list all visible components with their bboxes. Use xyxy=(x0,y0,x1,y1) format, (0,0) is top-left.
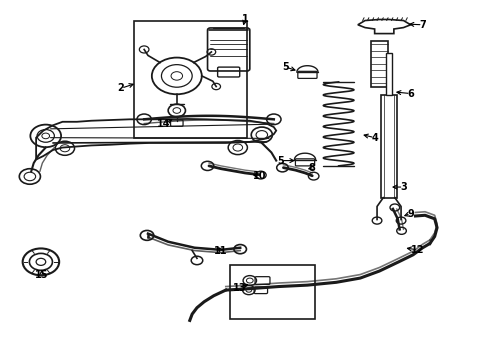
Text: 6: 6 xyxy=(407,89,414,99)
Text: 2: 2 xyxy=(118,83,124,93)
Bar xyxy=(134,21,247,138)
Text: 5: 5 xyxy=(282,62,289,72)
Text: 5: 5 xyxy=(278,156,284,166)
Bar xyxy=(386,53,392,95)
Bar xyxy=(230,265,315,319)
Text: 11: 11 xyxy=(214,246,228,256)
Bar xyxy=(381,95,397,198)
Bar xyxy=(371,41,388,86)
Text: 7: 7 xyxy=(419,20,426,30)
Text: 14: 14 xyxy=(157,118,170,129)
Text: 9: 9 xyxy=(407,208,414,219)
Text: 10: 10 xyxy=(253,171,266,181)
Text: 1: 1 xyxy=(242,14,248,24)
Text: 8: 8 xyxy=(309,163,316,173)
Text: 15: 15 xyxy=(35,270,49,280)
Text: 12: 12 xyxy=(411,245,425,255)
Text: 3: 3 xyxy=(400,182,407,192)
Text: 4: 4 xyxy=(371,133,378,143)
Text: 13: 13 xyxy=(232,283,246,293)
